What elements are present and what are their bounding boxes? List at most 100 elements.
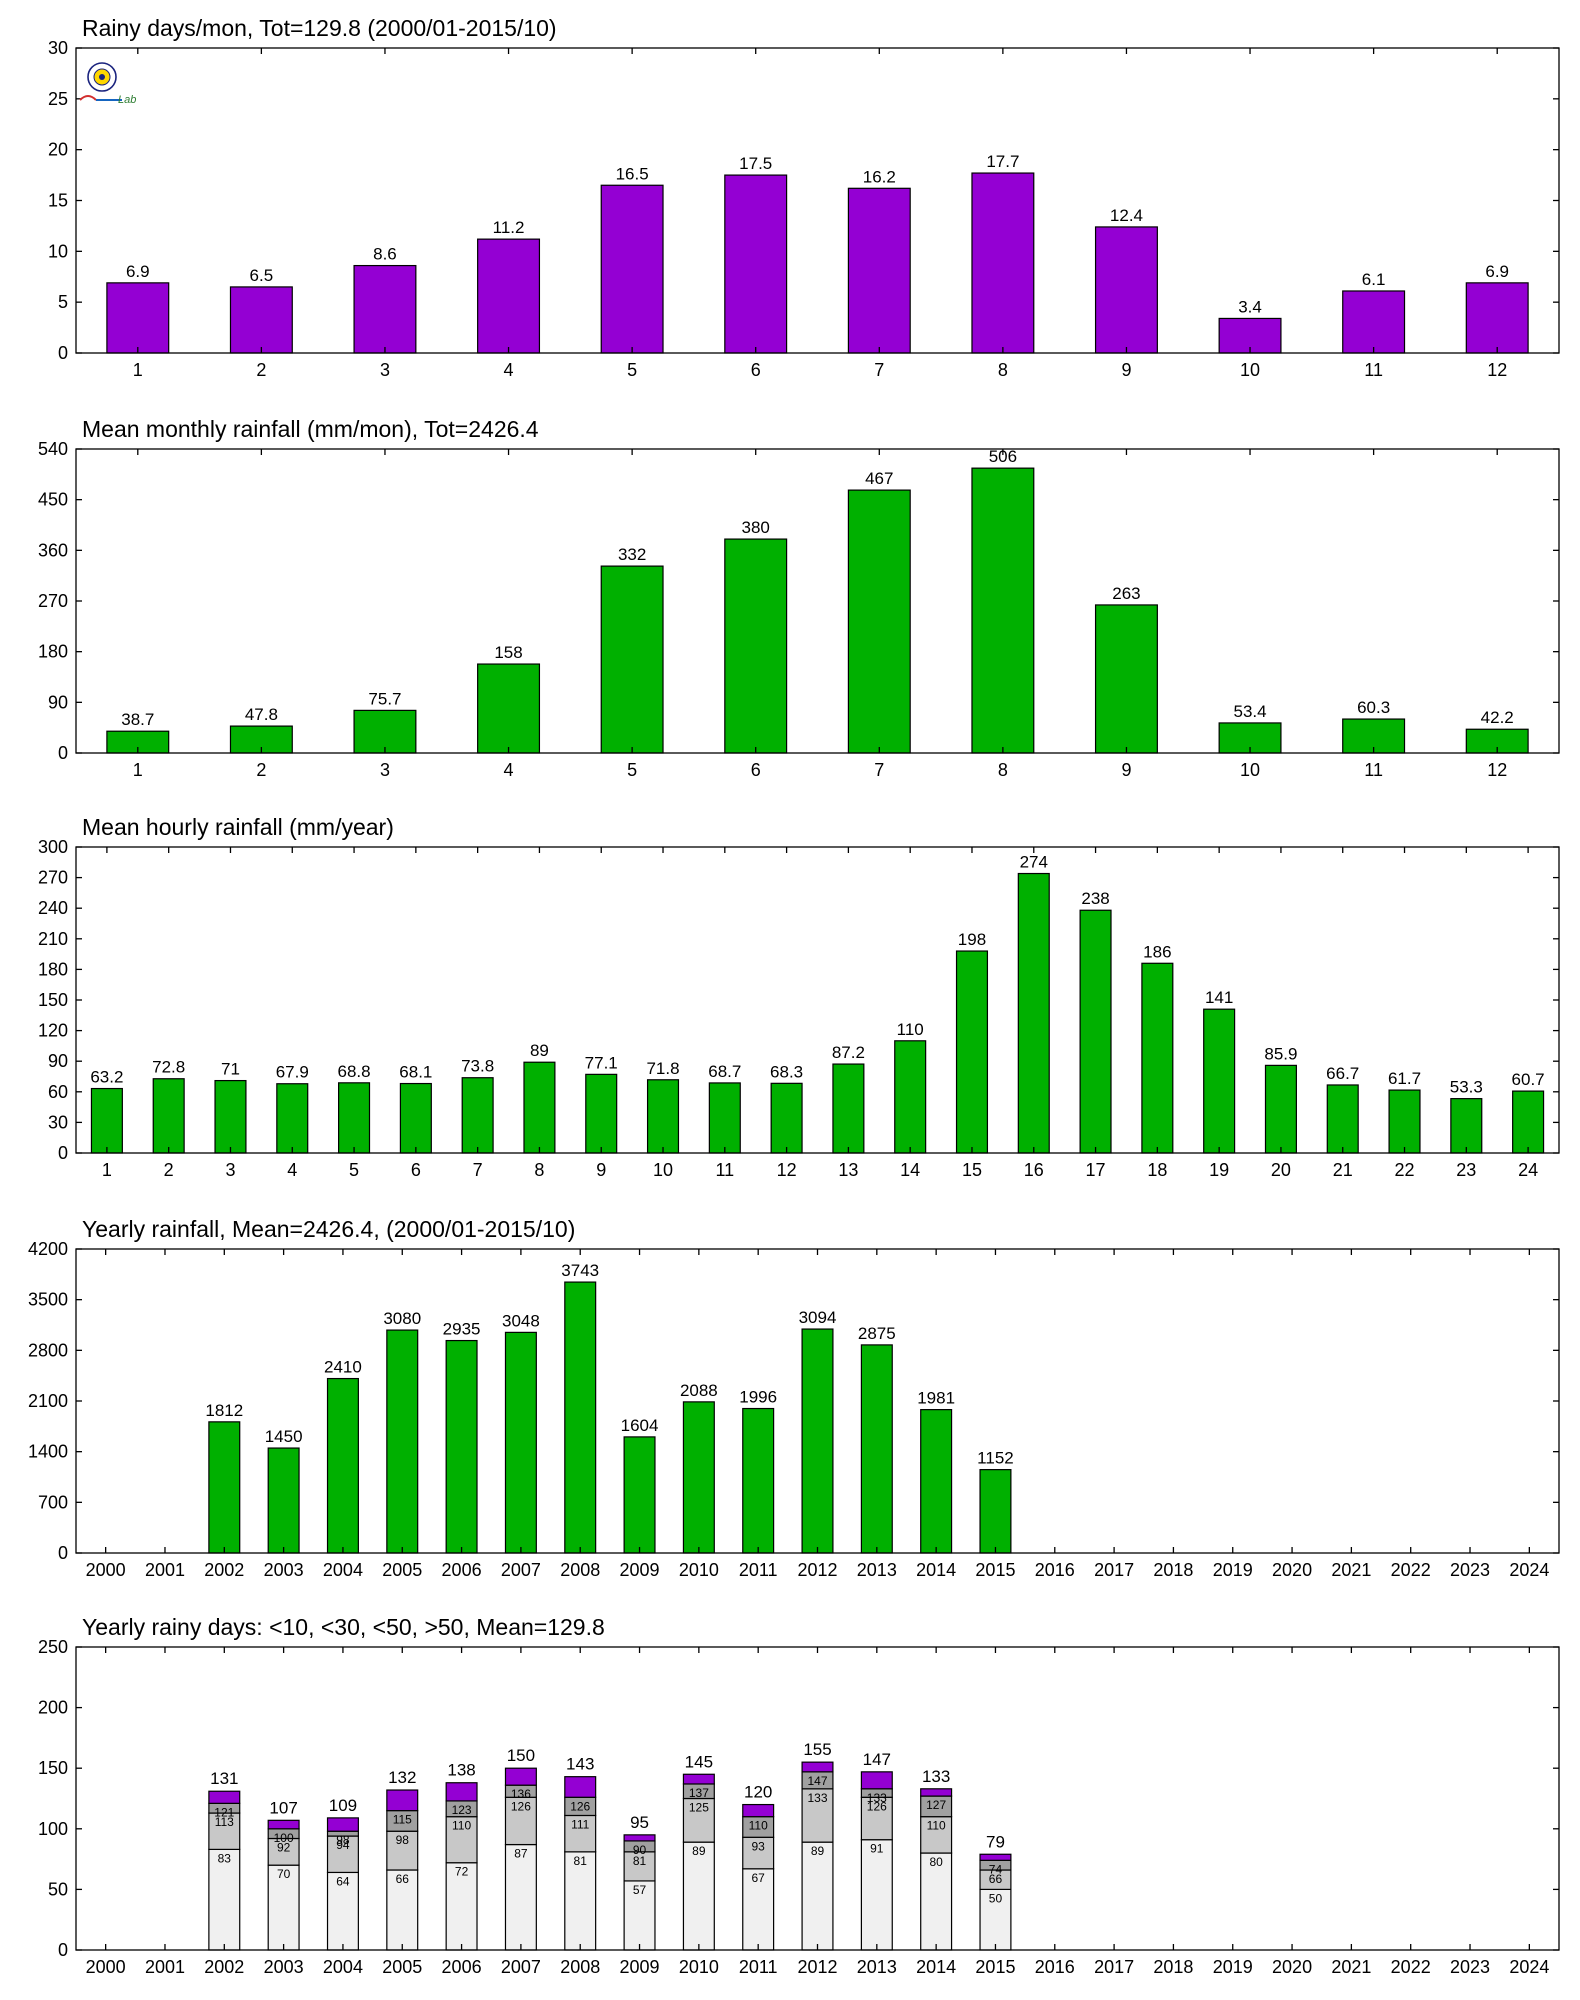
bar — [523, 1061, 556, 1154]
segment-value-label: 133 — [807, 1791, 827, 1805]
x-tick-label: 3 — [380, 360, 390, 380]
bar-value-label: 6.5 — [250, 266, 274, 285]
x-tick-label: 2008 — [560, 1957, 600, 1977]
x-tick-label: 2017 — [1094, 1560, 1134, 1580]
bar-total-label: 150 — [507, 1746, 535, 1765]
chart-panel-5: Yearly rainy days: <10, <30, <50, >50, M… — [38, 1614, 1560, 1977]
bar-value-label: 263 — [1112, 584, 1140, 603]
bar — [564, 1281, 597, 1554]
x-tick-label: 17 — [1086, 1160, 1106, 1180]
bar-value-label: 71 — [221, 1060, 240, 1079]
x-tick-label: 2 — [256, 760, 266, 780]
x-tick-label: 19 — [1209, 1160, 1229, 1180]
y-tick-label: 150 — [38, 1758, 68, 1778]
x-tick-label: 18 — [1147, 1160, 1167, 1180]
bar — [1512, 1090, 1545, 1154]
x-tick-label: 10 — [653, 1160, 673, 1180]
x-tick-label: 2003 — [264, 1957, 304, 1977]
bar-value-label: 198 — [958, 930, 986, 949]
segment-value-label: 123 — [452, 1803, 472, 1817]
x-tick-label: 9 — [596, 1160, 606, 1180]
y-tick-label: 0 — [58, 1543, 68, 1563]
y-tick-label: 30 — [48, 38, 68, 58]
segment-value-label: 83 — [218, 1851, 232, 1865]
x-tick-label: 4 — [504, 760, 514, 780]
x-tick-label: 2019 — [1213, 1957, 1253, 1977]
bar-value-label: 6.9 — [126, 262, 150, 281]
x-tick-label: 2022 — [1391, 1560, 1431, 1580]
stacked-bar-segment — [801, 1788, 834, 1843]
bar — [600, 184, 664, 354]
bar-total-label: 143 — [566, 1755, 594, 1774]
x-tick-label: 2009 — [620, 1560, 660, 1580]
segment-value-label: 57 — [633, 1883, 647, 1897]
bar — [276, 1083, 309, 1154]
bar-value-label: 85.9 — [1264, 1044, 1297, 1063]
stacked-bar-segment — [623, 1880, 656, 1951]
x-tick-label: 3 — [380, 760, 390, 780]
y-tick-label: 300 — [38, 837, 68, 857]
bar — [461, 1077, 494, 1154]
y-tick-label: 0 — [58, 1143, 68, 1163]
bar — [1079, 909, 1112, 1154]
stacked-bar-segment — [860, 1796, 893, 1841]
bar — [1203, 1008, 1236, 1154]
chart-panel-2: Mean monthly rainfall (mm/mon), Tot=2426… — [38, 416, 1560, 780]
x-tick-label: 2023 — [1450, 1957, 1490, 1977]
y-tick-label: 270 — [38, 591, 68, 611]
y-tick-label: 180 — [38, 642, 68, 662]
segment-value-label: 72 — [455, 1865, 469, 1879]
x-tick-label: 2015 — [975, 1560, 1015, 1580]
bar-value-label: 6.1 — [1362, 270, 1386, 289]
segment-value-label: 98 — [336, 1833, 350, 1847]
x-tick-label: 6 — [751, 760, 761, 780]
segment-value-label: 87 — [514, 1847, 528, 1861]
bar-value-label: 1152 — [977, 1449, 1014, 1468]
bar — [979, 1469, 1012, 1554]
bar-value-label: 186 — [1143, 942, 1171, 961]
y-tick-label: 450 — [38, 490, 68, 510]
stacked-bar-segment — [623, 1834, 656, 1842]
bar — [801, 1328, 834, 1554]
bar-value-label: 68.1 — [399, 1063, 432, 1082]
bar-value-label: 72.8 — [152, 1058, 185, 1077]
bar-value-label: 68.8 — [338, 1062, 371, 1081]
bar-value-label: 467 — [865, 469, 893, 488]
segment-value-label: 91 — [870, 1842, 884, 1856]
x-tick-label: 5 — [349, 1160, 359, 1180]
stacked-bar-segment — [267, 1819, 300, 1830]
stacked-bar-segment — [326, 1817, 359, 1832]
stacked-bar-segment — [326, 1871, 359, 1951]
x-tick-label: 22 — [1395, 1160, 1415, 1180]
x-tick-label: 1 — [133, 360, 143, 380]
bar-value-label: 47.8 — [245, 705, 278, 724]
x-tick-label: 2000 — [86, 1957, 126, 1977]
x-tick-label: 2014 — [916, 1560, 956, 1580]
bar — [847, 187, 911, 354]
y-tick-label: 360 — [38, 540, 68, 560]
x-tick-label: 10 — [1240, 360, 1260, 380]
bar-value-label: 506 — [989, 447, 1017, 466]
y-tick-label: 100 — [38, 1819, 68, 1839]
x-tick-label: 2007 — [501, 1560, 541, 1580]
segment-value-label: 89 — [811, 1844, 825, 1858]
stacked-bar-segment — [682, 1773, 715, 1785]
bar-value-label: 3.4 — [1238, 297, 1262, 316]
stacked-bar-segment — [979, 1853, 1012, 1861]
segment-value-label: 70 — [277, 1867, 291, 1881]
segment-value-label: 113 — [215, 1815, 234, 1829]
bar-value-label: 332 — [618, 545, 646, 564]
lab-logo-icon: Lab — [79, 62, 136, 106]
x-tick-label: 2005 — [382, 1560, 422, 1580]
x-tick-label: 8 — [998, 360, 1008, 380]
segment-value-label: 93 — [752, 1839, 766, 1853]
bar — [742, 1407, 775, 1554]
x-tick-label: 11 — [715, 1160, 734, 1180]
segment-value-label: 98 — [396, 1833, 410, 1847]
bar-total-label: 138 — [447, 1761, 475, 1780]
y-tick-label: 2800 — [28, 1340, 68, 1360]
bar-value-label: 53.3 — [1450, 1078, 1483, 1097]
chart-panel-1: Rainy days/mon, Tot=129.8 (2000/01-2015/… — [48, 15, 1560, 380]
bar-value-label: 158 — [494, 643, 522, 662]
